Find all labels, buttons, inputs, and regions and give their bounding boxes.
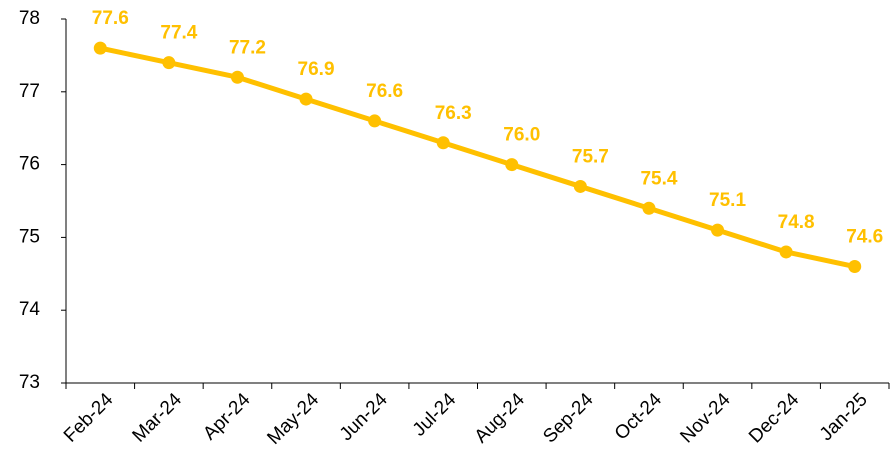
x-tick-label: Feb-24 xyxy=(60,389,118,447)
data-point xyxy=(162,56,176,70)
data-point xyxy=(230,70,244,84)
data-label: 75.4 xyxy=(640,168,677,189)
data-point xyxy=(573,179,587,193)
data-line xyxy=(99,45,856,269)
x-tick-label: Jan-25 xyxy=(816,389,872,445)
x-tick-label: Nov-24 xyxy=(676,389,734,447)
data-label: 75.7 xyxy=(572,146,609,167)
data-label: 75.1 xyxy=(709,190,746,211)
y-tick-label: 78 xyxy=(19,8,40,29)
data-point xyxy=(848,260,862,274)
data-point xyxy=(436,136,450,150)
x-tick-label: Jul-24 xyxy=(409,389,461,441)
y-tick-label: 73 xyxy=(19,372,40,393)
y-tick-label: 74 xyxy=(19,299,41,320)
data-point xyxy=(368,114,382,128)
x-tick-label: Aug-24 xyxy=(471,389,529,447)
x-tick-label: Mar-24 xyxy=(129,389,187,447)
data-label: 76.3 xyxy=(435,103,472,124)
data-label: 76.0 xyxy=(503,125,540,146)
data-point xyxy=(299,92,313,106)
x-tick-label: May-24 xyxy=(263,389,323,449)
y-tick-label: 77 xyxy=(19,81,40,102)
data-label: 77.2 xyxy=(229,37,266,58)
data-label: 74.6 xyxy=(846,227,883,248)
x-tick-label: Jun-24 xyxy=(336,389,392,445)
data-point xyxy=(642,201,656,215)
data-point xyxy=(779,245,793,259)
data-point xyxy=(505,158,519,172)
data-label: 76.6 xyxy=(366,81,403,102)
data-point xyxy=(711,223,725,237)
data-point xyxy=(93,41,107,55)
y-tick-label: 75 xyxy=(19,226,40,247)
x-tick-label: Sep-24 xyxy=(539,389,597,447)
data-label: 76.9 xyxy=(298,59,335,80)
data-label: 77.6 xyxy=(92,8,129,29)
x-tick-label: Oct-24 xyxy=(611,389,666,444)
y-tick-label: 76 xyxy=(19,154,40,175)
data-label: 74.8 xyxy=(778,212,815,233)
x-tick-label: Apr-24 xyxy=(199,389,254,444)
x-tick-label: Dec-24 xyxy=(745,389,803,447)
data-label: 77.4 xyxy=(160,23,197,44)
